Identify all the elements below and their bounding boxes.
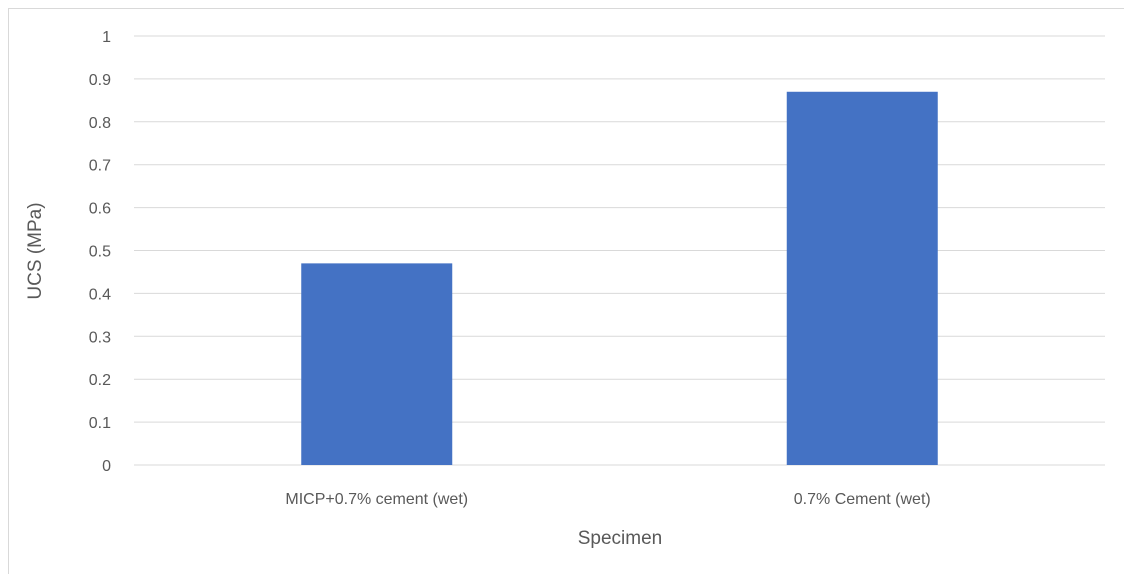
gridlines [134, 35, 1105, 466]
x-axis-title: Specimen [578, 528, 663, 549]
y-tick-label: 0.5 [89, 244, 111, 261]
y-tick-label: 0.7 [89, 158, 111, 175]
bar-1 [786, 91, 938, 466]
y-tick-label: 0.3 [89, 329, 111, 346]
y-tick-label: 0.8 [89, 115, 111, 132]
y-axis-title: UCS (MPa) [25, 202, 46, 299]
y-tick-label: 1 [102, 29, 111, 46]
y-axis-ticks: 0 0.1 0.2 0.3 0.4 0.5 0.6 0.7 0.8 0.9 1 [89, 29, 111, 475]
x-tick-label: 0.7% Cement (wet) [794, 491, 931, 508]
x-axis-ticks: MICP+0.7% cement (wet) 0.7% Cement (wet) [285, 491, 930, 508]
y-tick-label: 0.6 [89, 201, 111, 218]
y-tick-label: 0.9 [89, 72, 111, 89]
bars [301, 91, 938, 466]
x-tick-label: MICP+0.7% cement (wet) [285, 491, 468, 508]
chart-frame [8, 8, 1124, 574]
bar-0 [301, 263, 453, 465]
y-tick-label: 0 [102, 458, 111, 475]
y-tick-label: 0.2 [89, 372, 111, 389]
y-tick-label: 0.4 [89, 286, 111, 303]
y-tick-label: 0.1 [89, 415, 111, 432]
